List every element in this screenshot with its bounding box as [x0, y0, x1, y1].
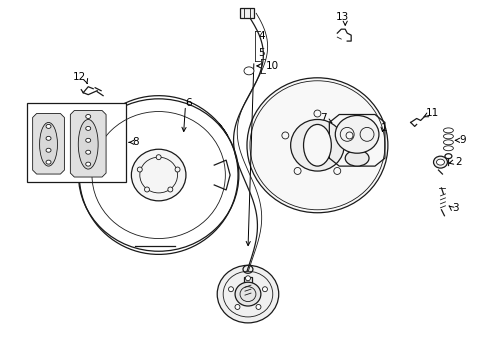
Ellipse shape — [46, 125, 51, 129]
Ellipse shape — [244, 67, 253, 75]
Ellipse shape — [293, 167, 301, 175]
Ellipse shape — [137, 167, 142, 172]
Bar — [27, 103, 126, 182]
Text: 13: 13 — [335, 12, 348, 22]
Ellipse shape — [217, 265, 278, 323]
Ellipse shape — [303, 125, 331, 166]
Ellipse shape — [281, 132, 288, 139]
Text: 9: 9 — [458, 135, 465, 145]
Ellipse shape — [85, 126, 90, 130]
Ellipse shape — [85, 114, 90, 118]
Ellipse shape — [335, 116, 378, 153]
Ellipse shape — [436, 159, 444, 165]
Ellipse shape — [313, 110, 320, 117]
Text: 8: 8 — [132, 137, 139, 147]
Ellipse shape — [262, 287, 267, 292]
Polygon shape — [33, 113, 64, 174]
Bar — [240, 8, 253, 18]
Ellipse shape — [167, 187, 172, 192]
Ellipse shape — [290, 120, 344, 171]
Ellipse shape — [85, 138, 90, 142]
Text: 10: 10 — [265, 61, 279, 71]
Ellipse shape — [40, 122, 57, 166]
Text: 4: 4 — [258, 31, 264, 41]
Ellipse shape — [345, 150, 368, 166]
Text: 5: 5 — [258, 48, 264, 58]
Ellipse shape — [245, 276, 250, 281]
Ellipse shape — [228, 287, 233, 292]
Ellipse shape — [46, 148, 51, 152]
Ellipse shape — [156, 155, 161, 159]
Ellipse shape — [235, 305, 240, 310]
Ellipse shape — [85, 150, 90, 154]
Ellipse shape — [333, 167, 340, 175]
Ellipse shape — [235, 282, 260, 306]
Polygon shape — [70, 111, 106, 177]
Ellipse shape — [433, 156, 447, 168]
Text: 3: 3 — [451, 203, 458, 213]
Ellipse shape — [175, 167, 180, 172]
Ellipse shape — [144, 187, 149, 192]
Bar — [244, 277, 251, 283]
Ellipse shape — [85, 162, 90, 166]
Ellipse shape — [346, 132, 352, 139]
Text: 6: 6 — [185, 98, 191, 108]
Ellipse shape — [78, 120, 98, 169]
Ellipse shape — [46, 136, 51, 140]
Ellipse shape — [255, 305, 261, 310]
Text: 12: 12 — [73, 72, 86, 82]
Ellipse shape — [246, 78, 387, 213]
Ellipse shape — [46, 160, 51, 164]
Ellipse shape — [131, 149, 185, 201]
Text: 1: 1 — [380, 123, 386, 134]
Text: 2: 2 — [454, 157, 461, 167]
Text: 7: 7 — [320, 113, 326, 123]
Text: 11: 11 — [425, 108, 438, 117]
